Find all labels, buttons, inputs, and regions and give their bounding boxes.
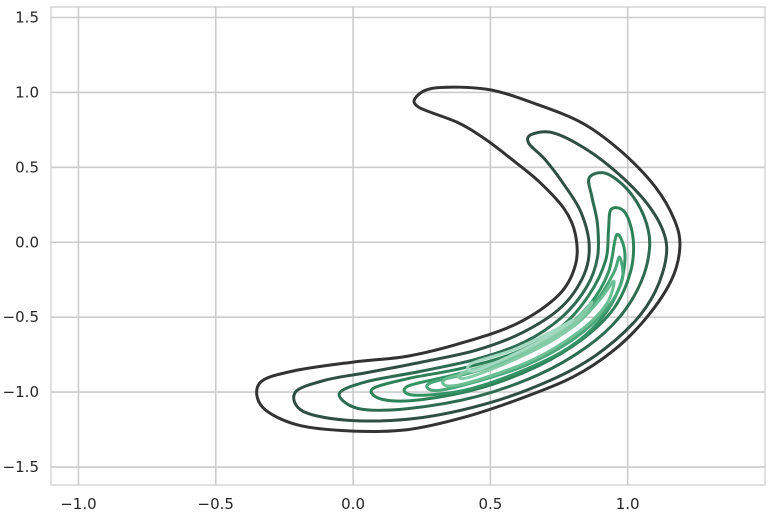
x-tick-label: −0.5 — [198, 495, 234, 513]
contour-level-8 — [457, 300, 594, 381]
y-tick-label: 1.5 — [15, 8, 39, 26]
contour-level-6 — [425, 255, 625, 393]
y-tick-label: 0.5 — [15, 158, 39, 176]
contour-level-1 — [255, 85, 682, 434]
contour-levels — [255, 85, 682, 434]
plot-background — [50, 6, 766, 486]
x-tick-label: 0.5 — [478, 495, 502, 513]
x-tick-label: −1.0 — [60, 495, 96, 513]
x-tick-label: 0.0 — [341, 495, 365, 513]
y-tick-label: −1.0 — [3, 383, 39, 401]
x-axis-ticks: −1.0 −0.5 0.0 0.5 1.0 — [60, 495, 639, 513]
contour-level-9 — [466, 318, 575, 373]
contour-level-2 — [292, 130, 669, 423]
grid-lines — [51, 7, 765, 485]
y-tick-label: 0.0 — [15, 233, 39, 251]
y-tick-label: 1.0 — [15, 83, 39, 101]
y-axis-ticks: −1.5 −1.0 −0.5 0.0 0.5 1.0 1.5 — [3, 8, 39, 476]
x-tick-label: 1.0 — [616, 495, 640, 513]
contour-level-3 — [337, 171, 652, 412]
y-tick-label: −1.5 — [3, 458, 39, 476]
contour-level-4 — [369, 206, 636, 403]
y-tick-label: −0.5 — [3, 308, 39, 326]
